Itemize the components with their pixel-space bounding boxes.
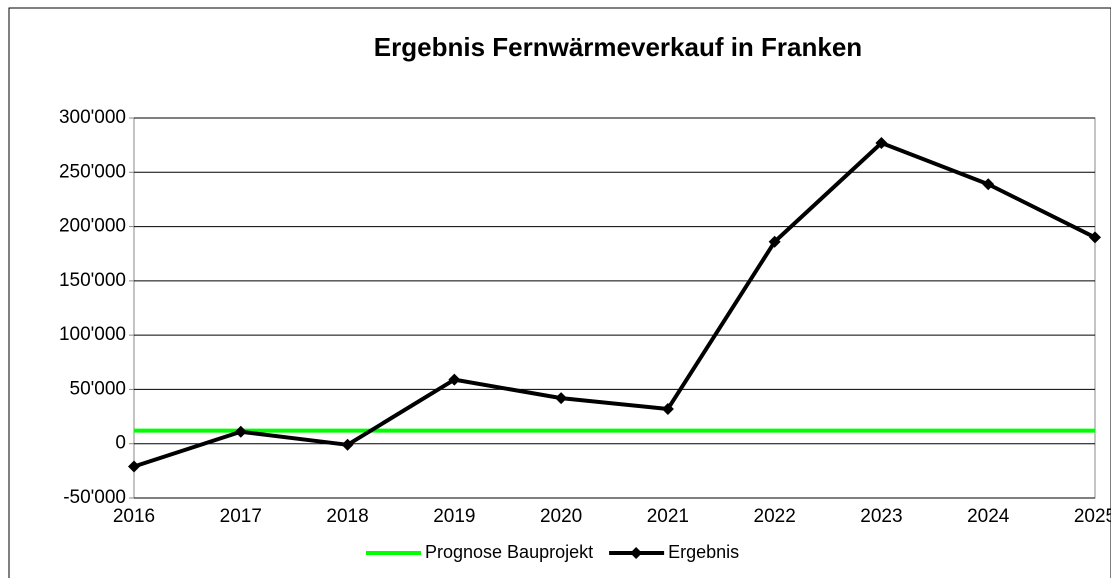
x-tick-label: 2020	[540, 506, 582, 527]
y-tick-label: 200'000	[59, 216, 126, 237]
x-tick-label: 2017	[220, 506, 262, 527]
chart-title: Ergebnis Fernwärmeverkauf in Franken	[374, 32, 862, 62]
x-tick-label: 2025	[1074, 506, 1111, 527]
x-tick-label: 2023	[860, 506, 902, 527]
marker	[768, 235, 781, 248]
line-series	[133, 140, 1096, 469]
legend-marker	[630, 547, 643, 559]
x-tick-label: 2024	[967, 506, 1010, 527]
marker	[234, 425, 247, 438]
y-tick-label: 300'000	[59, 107, 126, 128]
y-tick-label: 100'000	[59, 324, 126, 345]
marker	[128, 460, 140, 473]
marker	[1089, 231, 1101, 244]
marker	[555, 392, 568, 405]
marker	[982, 178, 995, 191]
marker	[448, 373, 461, 386]
x-tick-label: 2018	[326, 506, 368, 527]
y-tick-label: -50'000	[63, 487, 126, 508]
marker	[661, 402, 674, 415]
legend-label: Prognose Bauprojekt	[425, 542, 593, 562]
x-tick-label: 2022	[754, 506, 796, 527]
legend-label: Ergebnis	[668, 542, 739, 562]
y-tick-label: 0	[115, 433, 126, 454]
x-tick-label: 2016	[113, 506, 155, 527]
marker	[341, 438, 354, 451]
x-tick-label: 2021	[647, 506, 689, 527]
x-tick-label: 2019	[433, 506, 475, 527]
marker	[875, 136, 888, 149]
y-tick-label: 250'000	[59, 161, 126, 182]
plot-area	[133, 117, 1096, 499]
y-tick-label: 50'000	[70, 378, 126, 399]
y-tick-label: 150'000	[59, 270, 126, 291]
